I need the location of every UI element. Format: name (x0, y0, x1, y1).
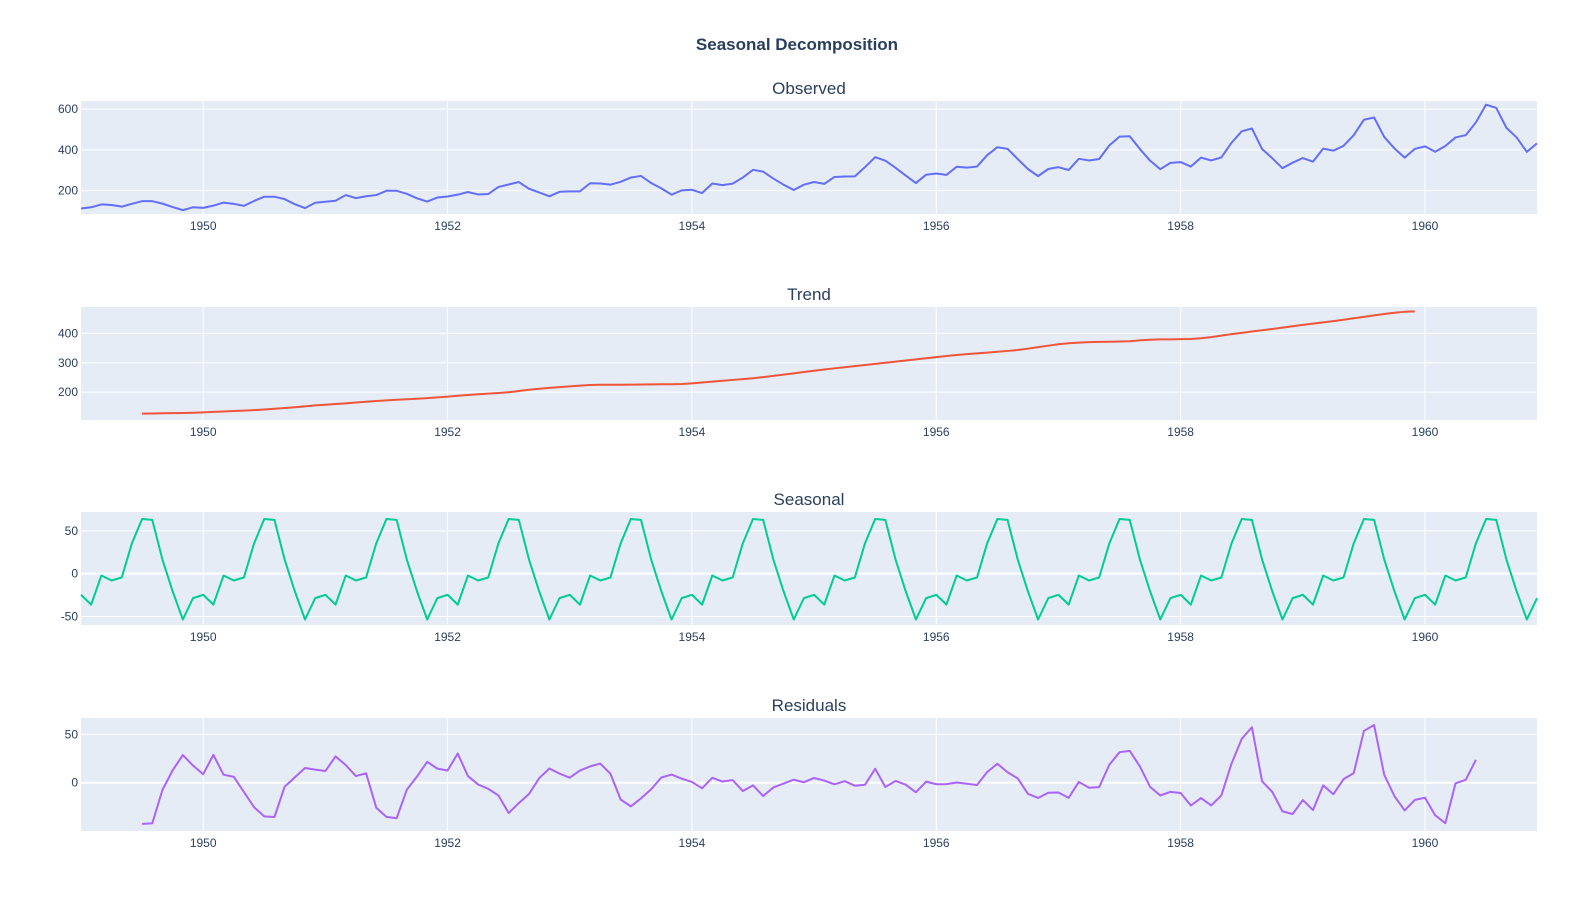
figure-title: Seasonal Decomposition (696, 35, 898, 54)
x-tick-label: 1954 (679, 836, 706, 850)
series-line-residuals (142, 724, 1477, 825)
plot-background (81, 512, 1537, 625)
x-tick-label: 1956 (923, 219, 950, 233)
y-tick-label: 50 (65, 727, 79, 741)
plot-background (81, 307, 1537, 420)
y-tick-label: -50 (61, 609, 79, 623)
panel-observed: Observed 200 400 600 1950 1952 1954 1956 1958 196… (58, 79, 1538, 233)
x-tick-label: 1960 (1412, 630, 1439, 644)
x-tick-label: 1958 (1167, 219, 1194, 233)
panel-seasonal: Seasonal -50 0 50 1950 1952 1954 1956 1958 1960 (61, 490, 1538, 644)
y-tick-label: 200 (58, 184, 78, 198)
subplot-title: Trend (787, 285, 831, 304)
panel-trend: Trend 200 300 400 1950 1952 1954 1956 1958 1960 (58, 285, 1537, 439)
subplot-title: Seasonal (774, 490, 845, 509)
series-line-seasonal (80, 518, 1538, 621)
y-tick-label: 600 (58, 102, 78, 116)
x-tick-label: 1960 (1412, 425, 1439, 439)
x-tick-label: 1952 (434, 836, 461, 850)
x-tick-label: 1958 (1167, 836, 1194, 850)
x-tick-label: 1960 (1412, 836, 1439, 850)
plot-background (81, 101, 1537, 214)
x-tick-label: 1952 (434, 425, 461, 439)
y-tick-label: 300 (58, 356, 78, 370)
y-tick-label: 400 (58, 326, 78, 340)
x-tick-label: 1950 (190, 425, 217, 439)
x-tick-label: 1952 (434, 630, 461, 644)
x-tick-label: 1954 (679, 630, 706, 644)
x-tick-label: 1950 (190, 630, 217, 644)
subplot-title: Observed (772, 79, 846, 98)
x-tick-label: 1950 (190, 219, 217, 233)
y-tick-label: 400 (58, 143, 78, 157)
y-tick-label: 200 (58, 385, 78, 399)
y-tick-label: 0 (71, 776, 78, 790)
x-tick-label: 1950 (190, 836, 217, 850)
x-tick-label: 1956 (923, 630, 950, 644)
series-line-observed (80, 103, 1538, 212)
panel-residuals: Residuals 0 50 1950 1952 1954 1956 1958 1960 (65, 696, 1537, 850)
subplot-title: Residuals (772, 696, 847, 715)
x-tick-label: 1958 (1167, 630, 1194, 644)
y-tick-label: 50 (65, 524, 79, 538)
x-tick-label: 1956 (923, 425, 950, 439)
x-tick-label: 1954 (679, 425, 706, 439)
x-tick-label: 1952 (434, 219, 461, 233)
x-tick-label: 1960 (1412, 219, 1439, 233)
x-tick-label: 1954 (679, 219, 706, 233)
x-tick-label: 1956 (923, 836, 950, 850)
x-tick-label: 1958 (1167, 425, 1194, 439)
series-line-trend (142, 310, 1415, 415)
y-tick-label: 0 (71, 567, 78, 581)
